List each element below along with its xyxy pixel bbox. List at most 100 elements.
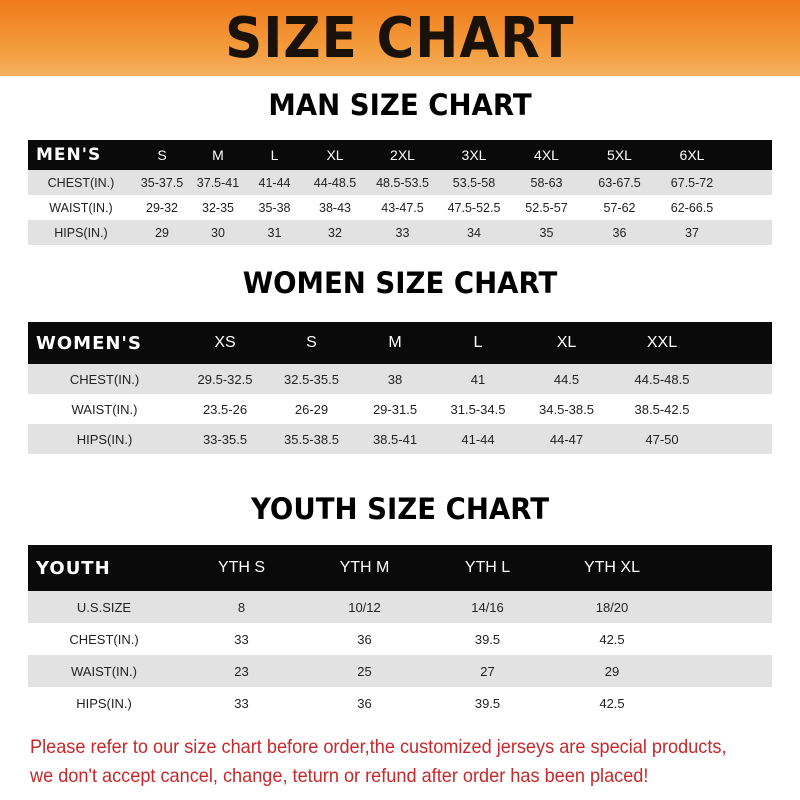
size-header-cell: M xyxy=(190,140,246,170)
measurement-cell: 35 xyxy=(510,220,583,245)
row-label: U.S.SIZE xyxy=(28,591,180,623)
measurement-cell: 52.5-57 xyxy=(510,195,583,220)
size-header-cell: XS xyxy=(181,322,269,364)
size-header-cell: S xyxy=(134,140,190,170)
banner-title: SIZE CHART xyxy=(225,5,575,71)
measurement-cell: 36 xyxy=(583,220,656,245)
empty-cell xyxy=(728,140,772,170)
youth-section-title: YOUTH SIZE CHART xyxy=(250,492,550,526)
measurement-cell: 10/12 xyxy=(303,591,426,623)
table-row: WAIST(IN.) 29-32 32-35 35-38 38-43 43-47.5 47.… xyxy=(28,195,772,220)
measurement-cell: 33 xyxy=(180,623,303,655)
table-label: MEN'S xyxy=(28,140,134,170)
measurement-cell: 42.5 xyxy=(549,623,675,655)
empty-cell xyxy=(675,687,772,719)
measurement-cell: 8 xyxy=(180,591,303,623)
measurement-cell: 23.5-26 xyxy=(181,394,269,424)
size-header-cell: M xyxy=(354,322,436,364)
size-header-cell: XL xyxy=(303,140,367,170)
row-label: WAIST(IN.) xyxy=(28,655,180,687)
measurement-cell: 14/16 xyxy=(426,591,549,623)
measurement-cell: 63-67.5 xyxy=(583,170,656,195)
table-label: WOMEN'S xyxy=(28,322,181,364)
measurement-cell: 38.5-42.5 xyxy=(613,394,711,424)
disclaimer-line-1: Please refer to our size chart before or… xyxy=(30,736,727,758)
table-row: HIPS(IN.) 33-35.5 35.5-38.5 38.5-41 41-44 44-… xyxy=(28,424,772,454)
measurement-cell: 62-66.5 xyxy=(656,195,728,220)
empty-cell xyxy=(675,591,772,623)
table-row: WAIST(IN.) 23.5-26 26-29 29-31.5 31.5-34.5 34… xyxy=(28,394,772,424)
measurement-cell: 53.5-58 xyxy=(438,170,510,195)
empty-cell xyxy=(711,424,772,454)
disclaimer: Please refer to our size chart before or… xyxy=(30,733,737,791)
measurement-cell: 48.5-53.5 xyxy=(367,170,438,195)
measurement-cell: 29.5-32.5 xyxy=(181,364,269,394)
size-header-cell: 2XL xyxy=(367,140,438,170)
size-header-cell: YTH S xyxy=(180,545,303,591)
measurement-cell: 36 xyxy=(303,623,426,655)
size-header-cell: 6XL xyxy=(656,140,728,170)
measurement-cell: 26-29 xyxy=(269,394,354,424)
size-header-cell: 3XL xyxy=(438,140,510,170)
empty-cell xyxy=(675,623,772,655)
row-label: CHEST(IN.) xyxy=(28,170,134,195)
measurement-cell: 34 xyxy=(438,220,510,245)
measurement-cell: 58-63 xyxy=(510,170,583,195)
measurement-cell: 35-38 xyxy=(246,195,303,220)
men-section-title: MAN SIZE CHART xyxy=(268,88,532,122)
table-row: U.S.SIZE 8 10/12 14/16 18/20 xyxy=(28,591,772,623)
measurement-cell: 38-43 xyxy=(303,195,367,220)
header-row: MEN'S S M L XL 2XL 3XL 4XL 5XL 6XL xyxy=(28,140,772,170)
measurement-cell: 35-37.5 xyxy=(134,170,190,195)
measurement-cell: 29 xyxy=(134,220,190,245)
size-header-cell: L xyxy=(436,322,520,364)
size-header-cell: YTH M xyxy=(303,545,426,591)
measurement-cell: 47.5-52.5 xyxy=(438,195,510,220)
size-header-cell: YTH XL xyxy=(549,545,675,591)
row-label: CHEST(IN.) xyxy=(28,623,180,655)
empty-cell xyxy=(675,545,772,591)
women-section-title: WOMEN SIZE CHART xyxy=(242,266,558,300)
measurement-cell: 34.5-38.5 xyxy=(520,394,613,424)
row-label: CHEST(IN.) xyxy=(28,364,181,394)
measurement-cell: 43-47.5 xyxy=(367,195,438,220)
measurement-cell: 44-47 xyxy=(520,424,613,454)
measurement-cell: 41 xyxy=(436,364,520,394)
women-size-table: WOMEN'S XS S M L XL XXL CHEST(IN.) 29.5-32.5 32.5… xyxy=(28,322,772,454)
measurement-cell: 33 xyxy=(180,687,303,719)
empty-cell xyxy=(711,322,772,364)
size-header-cell: XXL xyxy=(613,322,711,364)
table-row: HIPS(IN.) 29 30 31 32 33 34 35 36 37 xyxy=(28,220,772,245)
measurement-cell: 38 xyxy=(354,364,436,394)
size-header-cell: L xyxy=(246,140,303,170)
empty-cell xyxy=(728,170,772,195)
measurement-cell: 38.5-41 xyxy=(354,424,436,454)
header-row: YOUTH YTH S YTH M YTH L YTH XL xyxy=(28,545,772,591)
table-row: CHEST(IN.) 29.5-32.5 32.5-35.5 38 41 44.5 44.5… xyxy=(28,364,772,394)
measurement-cell: 31.5-34.5 xyxy=(436,394,520,424)
table-row: WAIST(IN.) 23 25 27 29 xyxy=(28,655,772,687)
measurement-cell: 44.5 xyxy=(520,364,613,394)
measurement-cell: 67.5-72 xyxy=(656,170,728,195)
measurement-cell: 29-32 xyxy=(134,195,190,220)
size-header-cell: 5XL xyxy=(583,140,656,170)
measurement-cell: 41-44 xyxy=(436,424,520,454)
measurement-cell: 41-44 xyxy=(246,170,303,195)
size-header-cell: XL xyxy=(520,322,613,364)
youth-size-table: YOUTH YTH S YTH M YTH L YTH XL U.S.SIZE 8 10/12… xyxy=(28,545,772,719)
measurement-cell: 44.5-48.5 xyxy=(613,364,711,394)
measurement-cell: 27 xyxy=(426,655,549,687)
measurement-cell: 33 xyxy=(367,220,438,245)
measurement-cell: 33-35.5 xyxy=(181,424,269,454)
table-row: HIPS(IN.) 33 36 39.5 42.5 xyxy=(28,687,772,719)
measurement-cell: 30 xyxy=(190,220,246,245)
empty-cell xyxy=(711,364,772,394)
row-label: HIPS(IN.) xyxy=(28,687,180,719)
table-label: YOUTH xyxy=(28,545,180,591)
row-label: WAIST(IN.) xyxy=(28,195,134,220)
row-label: HIPS(IN.) xyxy=(28,424,181,454)
measurement-cell: 39.5 xyxy=(426,623,549,655)
size-header-cell: 4XL xyxy=(510,140,583,170)
empty-cell xyxy=(675,655,772,687)
header-row: WOMEN'S XS S M L XL XXL xyxy=(28,322,772,364)
